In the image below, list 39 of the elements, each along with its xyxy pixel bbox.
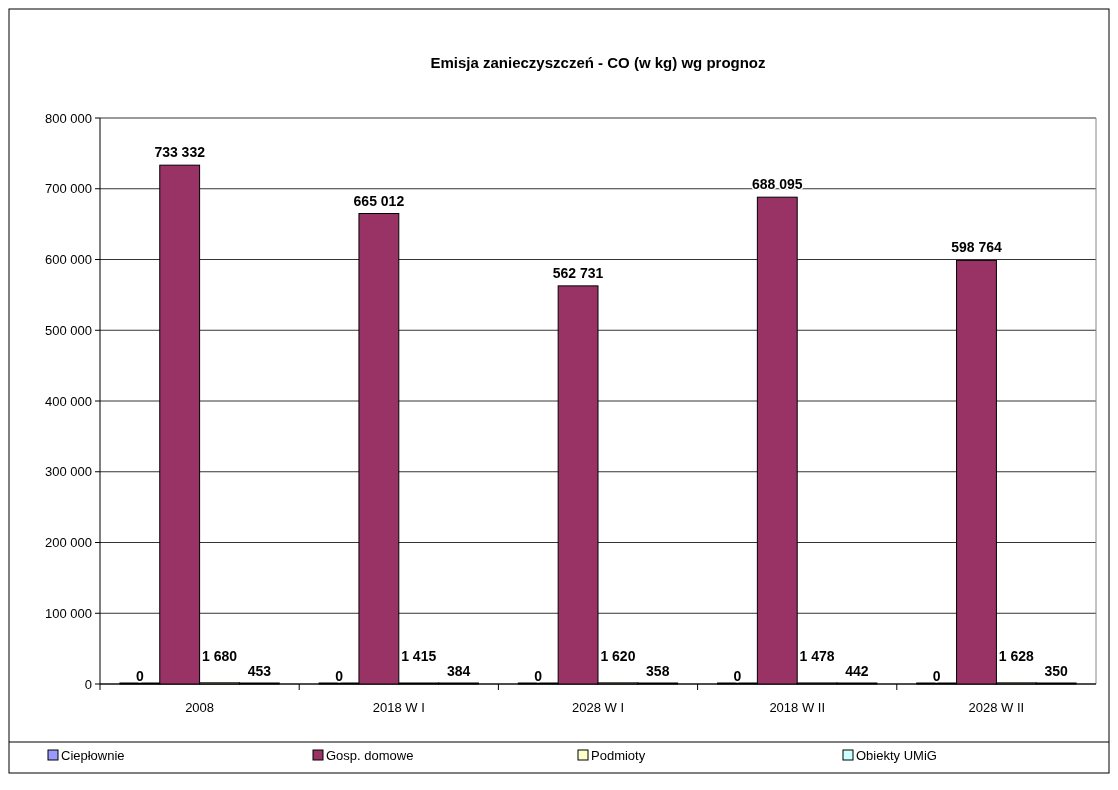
data-label: 1 620: [600, 647, 636, 664]
data-label: 598 764: [951, 239, 1002, 256]
x-tick-label: 2028 W I: [571, 700, 625, 715]
legend-label: Obiekty UMiG: [856, 748, 937, 763]
data-label: 1 628: [998, 647, 1035, 664]
data-label: 0: [534, 668, 543, 684]
x-tick-label: 2008: [185, 700, 215, 715]
data-label: 562 731: [552, 264, 604, 281]
data-label: 0: [932, 668, 941, 684]
y-tick-label: 700 000: [45, 181, 92, 197]
chart-title: Emisja zanieczyszczeń - CO (w kg) wg prognoz: [430, 54, 766, 71]
x-tick-label: 2018 W II: [769, 700, 826, 715]
data-label: 442: [845, 662, 869, 679]
legend-label: Podmioty: [591, 748, 646, 763]
y-tick-label: 500 000: [45, 322, 92, 338]
data-label: 350: [1044, 662, 1069, 679]
data-label: 453: [247, 662, 272, 679]
legend-label: Gosp. domowe: [326, 748, 414, 763]
y-tick-label: 400 000: [45, 393, 92, 409]
data-label: 0: [135, 668, 144, 684]
data-label: 358: [646, 662, 670, 679]
legend-label: Ciepłownie: [61, 748, 125, 763]
y-tick-label: 100 000: [45, 605, 92, 621]
y-tick-label: 0: [84, 676, 92, 692]
data-label: 1 680: [202, 647, 238, 664]
y-tick-label: 800 000: [45, 110, 92, 126]
x-tick-label: 2028 W II: [968, 700, 1025, 715]
y-tick-label: 200 000: [45, 535, 92, 551]
data-label: 688 095: [751, 176, 803, 193]
data-label: 665 012: [353, 192, 405, 209]
data-label: 384: [446, 662, 471, 679]
data-label: 1 478: [799, 647, 835, 664]
data-label: 0: [335, 668, 344, 684]
y-tick-label: 300 000: [45, 464, 92, 480]
y-tick-label: 600 000: [45, 252, 92, 268]
data-label: 0: [733, 668, 742, 684]
data-label: 733 332: [154, 144, 206, 161]
x-tick-label: 2018 W I: [372, 700, 425, 715]
data-label: 1 415: [401, 648, 437, 664]
